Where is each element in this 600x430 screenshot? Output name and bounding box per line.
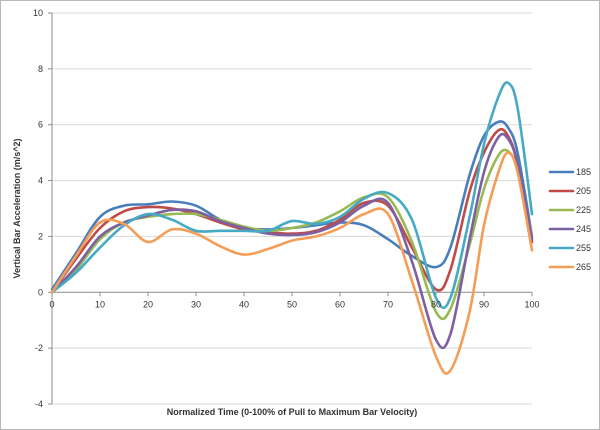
x-axis-title: Normalized Time (0-100% of Pull to Maxim… — [167, 407, 417, 417]
x-tick-label: 90 — [479, 299, 489, 309]
x-tick-label: 30 — [191, 299, 201, 309]
legend: 185 205 225 245 255 265 — [548, 167, 591, 272]
x-tick-label: 60 — [335, 299, 345, 309]
y-tick-label: 8 — [38, 64, 43, 74]
legend-label-185: 185 — [576, 167, 591, 177]
legend-label-225: 225 — [576, 205, 591, 215]
y-tick-label: -2 — [35, 343, 43, 353]
y-tick-label: 6 — [38, 120, 43, 130]
series-line-245 — [50, 132, 534, 350]
x-tick-label: 50 — [287, 299, 297, 309]
x-tick-label: 80 — [431, 299, 441, 309]
y-tick-label: 10 — [33, 8, 43, 18]
y-tick-label: -4 — [35, 399, 43, 409]
gridlines — [52, 12, 532, 405]
series-line-255 — [50, 81, 534, 310]
series-line-205 — [50, 127, 534, 294]
y-tick-label: 0 — [38, 287, 43, 297]
x-tick-label: 10 — [95, 299, 105, 309]
y-tick-label: 2 — [38, 231, 43, 241]
series-line-265 — [50, 151, 534, 375]
x-tick-label: 20 — [143, 299, 153, 309]
x-tick-label: 0 — [49, 299, 54, 309]
legend-label-205: 205 — [576, 186, 591, 196]
axes — [48, 12, 533, 405]
series-lines — [50, 81, 534, 375]
legend-label-245: 245 — [576, 224, 591, 234]
legend-label-265: 265 — [576, 262, 591, 272]
series-line-225 — [50, 148, 534, 321]
y-axis-title: Vertical Bar Acceleration (m/s^2) — [12, 139, 22, 279]
y-tick-label: 4 — [38, 176, 43, 186]
x-tick-label: 40 — [239, 299, 249, 309]
x-tick-label: 100 — [524, 299, 539, 309]
legend-label-255: 255 — [576, 243, 591, 253]
x-tick-label: 70 — [383, 299, 393, 309]
